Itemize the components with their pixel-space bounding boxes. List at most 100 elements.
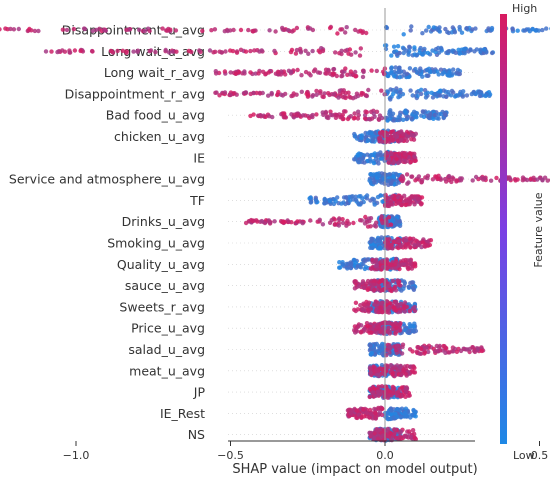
shap-point [418,91,424,97]
shap-point [444,94,449,100]
shap-point [392,196,397,201]
shap-point [376,392,382,397]
shap-point [330,113,335,118]
x-tick-label: 0.5 [531,449,549,462]
shap-point [394,343,400,348]
shap-point [417,68,422,74]
shap-points [0,24,550,443]
shap-point [326,91,331,96]
shap-point [314,88,319,94]
shap-point [407,258,413,263]
shap-point [49,49,54,54]
shap-point [349,262,354,267]
shap-point [258,113,263,118]
shap-point [373,414,378,420]
feature-labels: Disappointment_u_avg Long wait_u_avg Long … [9,23,206,443]
shap-point [379,300,384,306]
shap-point [381,176,386,181]
shap-point [390,138,396,143]
shap-point [231,27,236,33]
shap-point [408,88,413,93]
shap-point [397,113,403,118]
shap-point [372,431,377,436]
x-axis-label: SHAP value (impact on model output) [232,462,477,477]
shap-point [426,113,431,118]
shap-point [397,66,402,72]
shap-point [371,364,376,369]
shap-point [393,220,399,226]
x-tick-label: −1.0 [63,449,90,462]
shap-point [398,415,404,420]
shap-point [405,265,410,270]
shap-point [348,114,353,119]
shap-point [395,414,400,420]
shap-point [365,323,370,329]
shap-point [314,198,319,203]
shap-point [386,156,392,162]
shap-point [43,49,49,54]
shap-point [243,49,249,54]
shap-point [377,130,383,135]
shap-point [454,179,459,184]
shap-point [462,47,467,52]
shap-point [510,27,515,32]
shap-point [254,90,259,96]
shap-point [369,326,374,331]
shap-point [423,91,429,96]
shap-point [209,28,214,33]
shap-point [378,193,383,198]
shap-point [396,95,401,100]
shap-point [368,152,374,158]
shap-point [403,406,409,411]
shap-point [409,280,415,285]
shap-point [55,49,60,55]
shap-point [428,69,433,75]
feature-label: IE [193,150,205,165]
shap-point [364,410,370,416]
shap-point [211,50,216,55]
shap-point [426,349,431,355]
shap-point [238,47,244,52]
shap-point [459,30,465,35]
shap-point [377,238,382,244]
shap-point [462,51,467,56]
shap-point [372,223,377,228]
shap-point [451,90,456,95]
shap-point [411,324,416,329]
shap-point [322,91,327,96]
shap-point [390,111,396,116]
shap-point [346,221,352,226]
shap-point [469,91,474,97]
shap-point [386,137,391,142]
shap-point [361,261,366,267]
shap-point [395,368,400,373]
shap-point [338,265,343,270]
shap-point [307,26,313,31]
shap-point [377,345,382,351]
shap-point [379,235,384,240]
shap-point [357,53,363,58]
shap-point [355,152,360,157]
shap-point [406,284,412,290]
shap-point [399,372,404,377]
shap-point [409,174,415,179]
shap-point [380,351,385,356]
shap-point [352,134,358,139]
shap-point [293,51,299,56]
shap-point [372,287,377,293]
shap-point [388,412,394,417]
feature-label: sauce_u_avg [125,278,205,293]
shap-point [339,48,344,53]
shap-point [365,131,371,136]
shap-point [431,25,436,30]
shap-point [412,243,417,248]
shap-point [413,66,418,72]
shap-point [242,69,247,74]
shap-point [225,28,230,34]
shap-point [457,27,462,32]
shap-point [403,394,408,399]
shap-point [433,174,438,179]
shap-point [365,307,371,312]
x-tick-label: 0.0 [376,449,394,462]
shap-point [445,29,450,35]
